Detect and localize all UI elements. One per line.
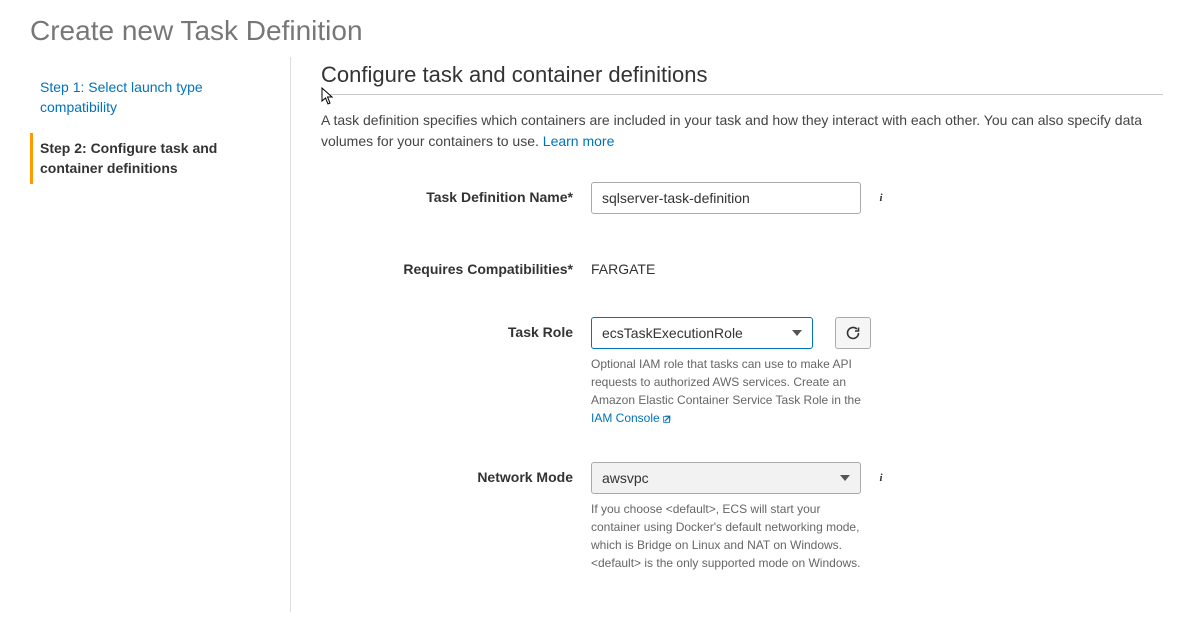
task-definition-name-label: Task Definition Name* (321, 182, 591, 205)
chevron-down-icon (840, 475, 850, 481)
section-desc-text: A task definition specifies which contai… (321, 112, 1142, 149)
task-role-select[interactable]: ecsTaskExecutionRole (591, 317, 813, 349)
network-mode-label: Network Mode (321, 462, 591, 485)
info-icon[interactable]: i (873, 470, 889, 486)
task-definition-name-input[interactable] (591, 182, 861, 214)
iam-console-link-text: IAM Console (591, 411, 660, 425)
refresh-icon (845, 325, 861, 341)
task-role-label: Task Role (321, 317, 591, 340)
step-1-link[interactable]: Step 1: Select launch type compatibility (30, 72, 270, 123)
main-content: Configure task and container definitions… (290, 57, 1163, 612)
requires-compat-value: FARGATE (591, 254, 1163, 277)
section-description: A task definition specifies which contai… (321, 110, 1163, 152)
external-link-icon (662, 414, 672, 424)
task-role-help-text: Optional IAM role that tasks can use to … (591, 357, 861, 407)
section-title: Configure task and container definitions (321, 62, 1163, 95)
task-role-help: Optional IAM role that tasks can use to … (591, 355, 861, 427)
network-mode-select[interactable]: awsvpc (591, 462, 861, 494)
iam-console-link[interactable]: IAM Console (591, 411, 672, 425)
step-2-current: Step 2: Configure task and container def… (30, 133, 270, 184)
page-title: Create new Task Definition (0, 0, 1193, 57)
requires-compat-label: Requires Compatibilities* (321, 254, 591, 277)
task-role-value: ecsTaskExecutionRole (602, 325, 743, 341)
learn-more-link[interactable]: Learn more (543, 133, 615, 149)
network-mode-help: If you choose <default>, ECS will start … (591, 500, 861, 572)
chevron-down-icon (792, 330, 802, 336)
network-mode-value: awsvpc (602, 470, 649, 486)
refresh-button[interactable] (835, 317, 871, 349)
info-icon[interactable]: i (873, 190, 889, 206)
wizard-steps-sidebar: Step 1: Select launch type compatibility… (30, 57, 290, 612)
